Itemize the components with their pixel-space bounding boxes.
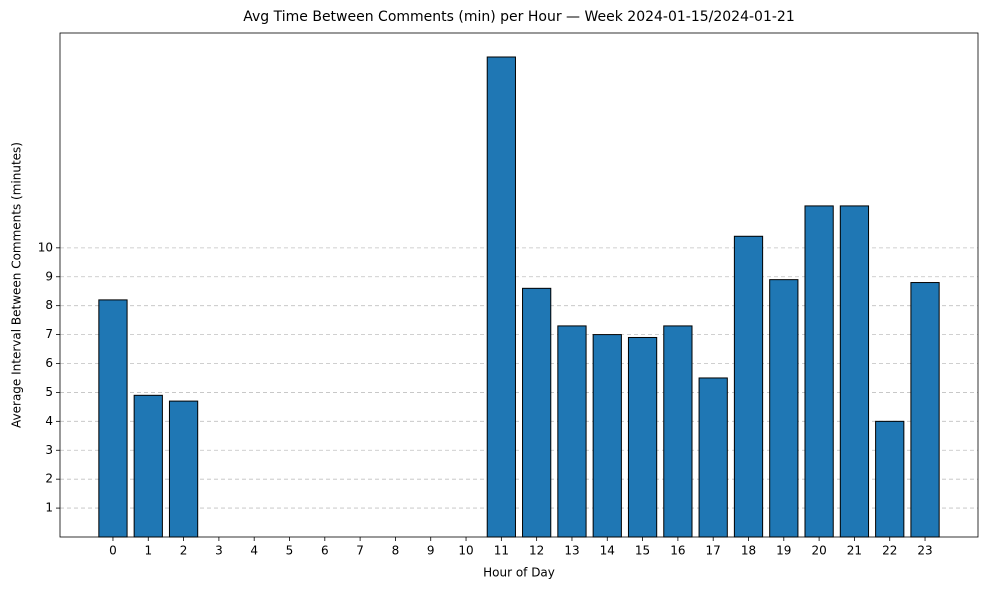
x-tick-label: 17 (706, 544, 721, 558)
y-tick-label: 3 (45, 443, 53, 457)
x-axis-label: Hour of Day (483, 566, 555, 580)
x-tick-label: 15 (635, 544, 650, 558)
bar (592, 334, 622, 538)
plot-frame (59, 32, 979, 538)
x-tick-label: 3 (215, 544, 223, 558)
y-tick-label: 8 (45, 298, 53, 312)
x-tick-label: 16 (670, 544, 685, 558)
chart-title: Avg Time Between Comments (min) per Hour… (243, 9, 794, 25)
bar (522, 287, 552, 538)
bar (168, 400, 199, 538)
x-tick-label: 12 (529, 544, 544, 558)
x-tick-label: 7 (356, 544, 364, 558)
bar (133, 394, 163, 538)
y-tick-label: 1 (45, 501, 53, 515)
x-tick-label: 4 (250, 544, 258, 558)
x-tick-label: 21 (847, 544, 862, 558)
bar (910, 282, 940, 538)
y-tick-label: 7 (45, 327, 53, 341)
y-tick-label: 4 (45, 414, 53, 428)
y-tick-label: 2 (45, 472, 53, 486)
x-tick-label: 18 (741, 544, 756, 558)
x-tick-label: 5 (286, 544, 294, 558)
bar (733, 235, 764, 538)
y-tick-label: 10 (38, 240, 53, 254)
bar (804, 205, 834, 538)
x-tick-label: 10 (458, 544, 473, 558)
bar (839, 205, 870, 538)
x-tick-label: 22 (882, 544, 897, 558)
y-tick-label: 5 (45, 385, 53, 399)
x-tick-label: 20 (811, 544, 826, 558)
bar (627, 336, 658, 538)
bar (769, 279, 799, 538)
y-tick-label: 9 (45, 269, 53, 283)
bar (875, 420, 905, 538)
bar (98, 299, 128, 538)
x-tick-label: 23 (917, 544, 932, 558)
x-tick-label: 6 (321, 544, 329, 558)
x-tick-label: 13 (564, 544, 579, 558)
bar (663, 325, 693, 538)
x-tick-label: 11 (494, 544, 509, 558)
x-tick-label: 9 (427, 544, 435, 558)
x-tick-label: 8 (392, 544, 400, 558)
y-axis-label: Average Interval Between Comments (minut… (10, 142, 24, 428)
x-tick-label: 1 (144, 544, 152, 558)
bar (698, 377, 728, 538)
bar (557, 325, 587, 538)
x-tick-label: 14 (600, 544, 615, 558)
y-tick-label: 6 (45, 356, 53, 370)
x-tick-label: 2 (180, 544, 188, 558)
bar (486, 56, 516, 538)
x-tick-label: 0 (109, 544, 117, 558)
x-tick-label: 19 (776, 544, 791, 558)
